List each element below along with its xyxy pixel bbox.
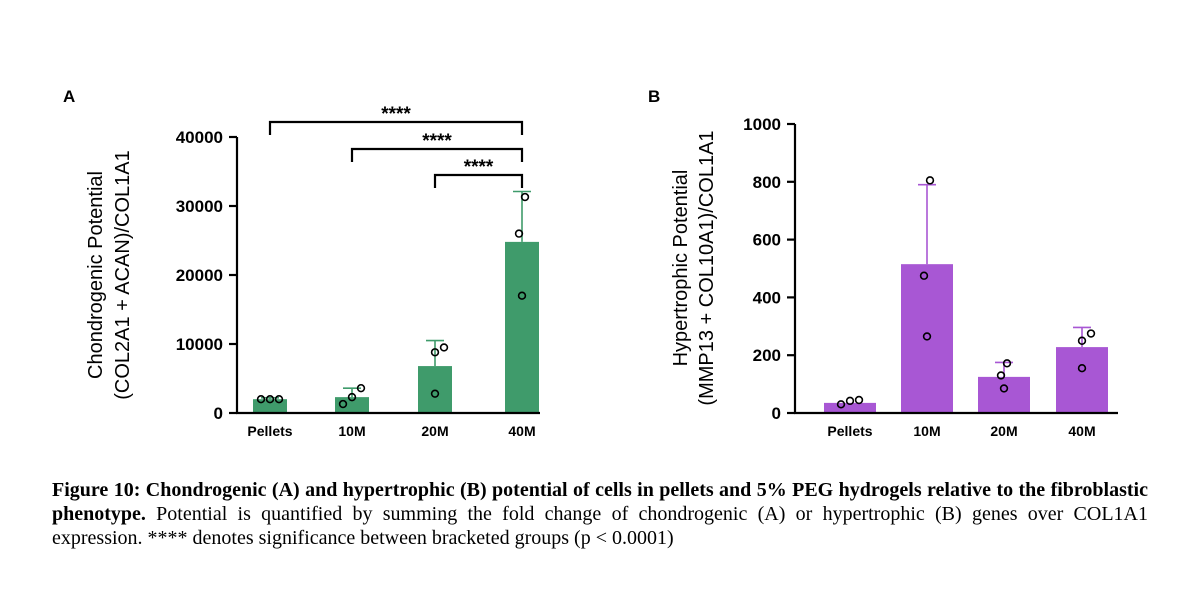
x-tick-label: 40M [1068, 423, 1095, 439]
data-point [922, 332, 932, 341]
figure-caption: Figure 10: Chondrogenic (A) and hypertro… [52, 478, 1148, 550]
x-tick-label: 40M [508, 423, 535, 439]
y-tick-label: 30000 [176, 197, 223, 216]
y-tick-label: 0 [772, 404, 781, 423]
data-point [999, 384, 1009, 393]
x-tick-label: Pellets [827, 423, 872, 439]
data-point [356, 383, 366, 393]
bar-pellets [824, 402, 876, 413]
panel-label: B [648, 87, 660, 106]
data-point [1086, 329, 1096, 338]
chart-panel-a: A Chondrogenic Potential (COL2A1 + ACAN)/C… [63, 87, 540, 439]
x-tick-label: 20M [990, 423, 1017, 439]
y-axis-label: Hypertrophic Potential [670, 170, 692, 367]
y-tick-label: 600 [753, 231, 781, 250]
y-axis-label: (COL2A1 + ACAN)/COL1A1 [112, 150, 134, 400]
data-point [1077, 336, 1087, 345]
y-tick-label: 200 [753, 346, 781, 365]
figure-charts: A Chondrogenic Potential (COL2A1 + ACAN)/C… [63, 87, 1118, 439]
panel-label: A [63, 87, 75, 106]
data-point [338, 399, 348, 409]
data-point [919, 271, 929, 280]
x-tick-label: Pellets [247, 423, 292, 439]
x-tick-label: 10M [913, 423, 940, 439]
data-point [836, 400, 846, 409]
data-point [996, 371, 1006, 380]
data-point [517, 291, 527, 300]
y-axis-label: Chondrogenic Potential [85, 171, 107, 379]
data-point [347, 392, 357, 402]
bar-20m [978, 376, 1030, 413]
significance-bracket [350, 147, 524, 162]
data-point [1077, 364, 1087, 373]
data-point [514, 229, 524, 238]
caption-text: Potential is quantified by summing the f… [52, 503, 1148, 549]
y-tick-label: 20000 [176, 266, 223, 285]
significance-label: **** [381, 104, 411, 125]
bar-40m [1056, 347, 1108, 413]
data-point [520, 192, 530, 202]
significance-label: **** [464, 157, 494, 178]
y-tick-label: 800 [753, 173, 781, 192]
data-point [265, 395, 275, 404]
data-point [845, 396, 855, 406]
bar-10m [901, 264, 953, 413]
y-tick-label: 40000 [176, 128, 223, 147]
x-tick-label: 20M [421, 423, 448, 439]
data-point [430, 348, 440, 357]
data-point [439, 343, 449, 352]
data-point [925, 176, 935, 185]
data-point [274, 395, 284, 404]
data-point [256, 395, 266, 404]
data-point [1002, 359, 1012, 368]
data-point [854, 395, 864, 405]
y-tick-label: 0 [214, 404, 223, 423]
data-point [430, 389, 440, 398]
x-tick-label: 10M [338, 423, 365, 439]
y-tick-label: 1000 [743, 115, 781, 134]
y-axis-label: (MMP13 + COL10A1)/COL1A1 [696, 130, 718, 405]
y-tick-label: 10000 [176, 335, 223, 354]
caption-bold: Figure 10: Chondrogenic (A) and hypertro… [52, 479, 1148, 525]
chart-panel-b: B Hypertrophic Potential (MMP13 + COL10A1)… [648, 87, 1118, 439]
y-tick-label: 400 [753, 288, 781, 307]
bar-40m [505, 241, 539, 413]
significance-label: **** [422, 131, 452, 152]
significance-bracket [433, 173, 524, 188]
significance-bracket [268, 120, 524, 135]
